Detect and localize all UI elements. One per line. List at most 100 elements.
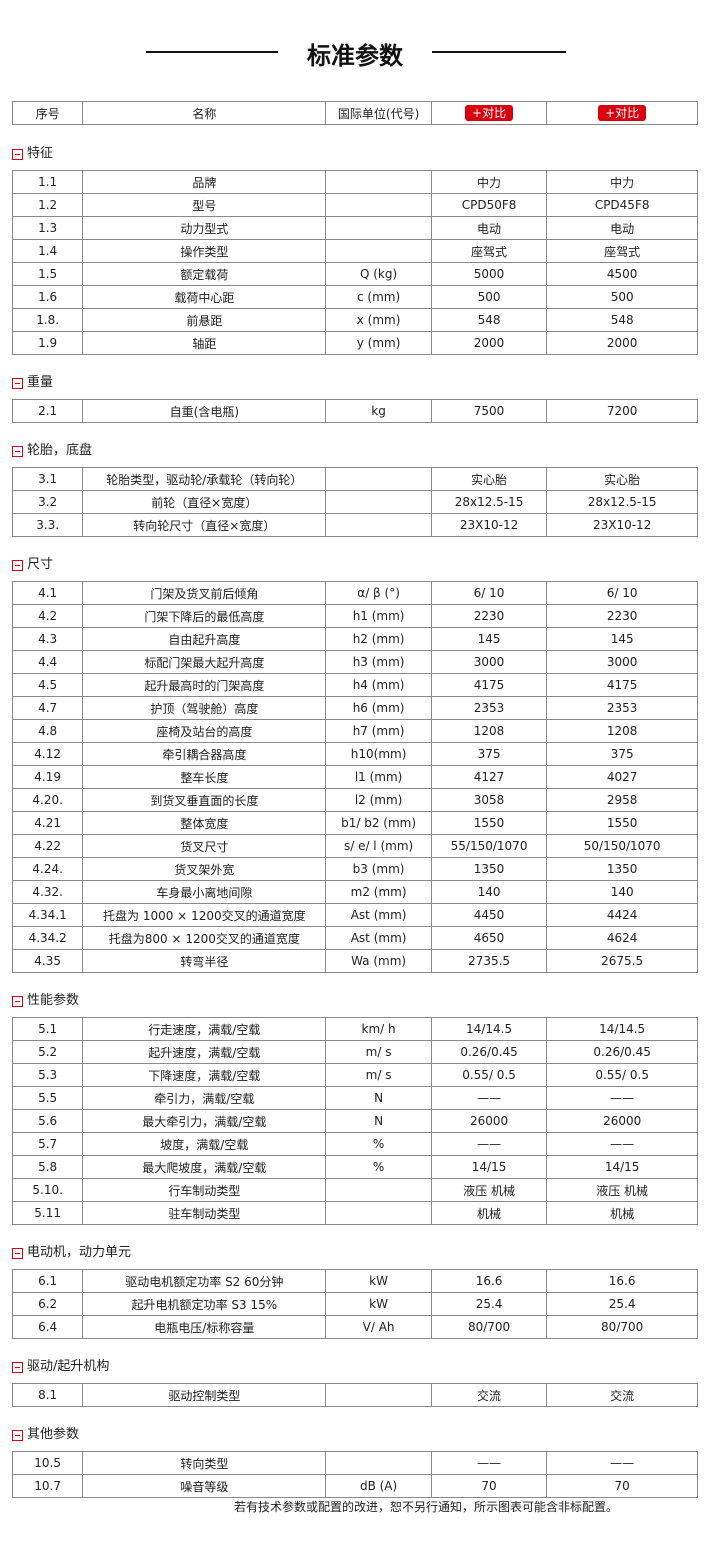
spec-value-1: 80/700 bbox=[430, 1315, 548, 1339]
spec-unit bbox=[325, 193, 432, 217]
section-title[interactable]: 性能参数 bbox=[12, 993, 698, 1009]
spec-no: 5.7 bbox=[11, 1132, 84, 1156]
spec-name: 转向轮尺寸（直径×宽度） bbox=[82, 513, 327, 537]
spec-value-1: 26000 bbox=[430, 1109, 548, 1133]
table-row: 3.2 前轮（直径×宽度） 28x12.5-15 28x12.5-15 bbox=[11, 490, 698, 514]
spec-value-2: 座驾式 bbox=[546, 239, 698, 263]
spec-table: 4.1 门架及货叉前后倾角 α/ β (°) 6/ 10 6/ 10 4.2 门架下降后的最… bbox=[11, 581, 698, 973]
spec-name: 电瓶电压/标称容量 bbox=[82, 1315, 327, 1339]
section-title[interactable]: 尺寸 bbox=[12, 557, 698, 573]
spec-no: 2.1 bbox=[11, 399, 84, 423]
spec-value-2: 500 bbox=[546, 285, 698, 309]
table-row: 1.8. 前悬距 x (mm) 548 548 bbox=[11, 308, 698, 332]
spec-value-1: 548 bbox=[430, 308, 548, 332]
spec-no: 5.1 bbox=[11, 1017, 84, 1041]
table-row: 4.19 整车长度 l1 (mm) 4127 4027 bbox=[11, 765, 698, 789]
spec-unit bbox=[325, 1201, 432, 1225]
section-title[interactable]: 重量 bbox=[12, 375, 698, 391]
spec-unit: kW bbox=[325, 1292, 432, 1316]
spec-value-2: 2230 bbox=[546, 604, 698, 628]
spec-unit: h10(mm) bbox=[325, 742, 432, 766]
table-row: 3.3. 转向轮尺寸（直径×宽度） 23X10-12 23X10-12 bbox=[11, 513, 698, 537]
spec-name: 起升最高时的门架高度 bbox=[82, 673, 327, 697]
section-title[interactable]: 驱动/起升机构 bbox=[12, 1359, 698, 1375]
table-row: 4.5 起升最高时的门架高度 h4 (mm) 4175 4175 bbox=[11, 673, 698, 697]
spec-name: 货叉架外宽 bbox=[82, 857, 327, 881]
spec-name: 最大牵引力，满载/空载 bbox=[82, 1109, 327, 1133]
header-name: 名称 bbox=[82, 101, 327, 125]
spec-no: 5.11 bbox=[11, 1201, 84, 1225]
collapse-minus-icon[interactable] bbox=[12, 445, 23, 457]
spec-no: 10.7 bbox=[11, 1474, 84, 1498]
spec-unit: N bbox=[325, 1109, 432, 1133]
spec-no: 1.1 bbox=[11, 170, 84, 194]
section-title[interactable]: 特征 bbox=[12, 146, 698, 162]
spec-name: 整车长度 bbox=[82, 765, 327, 789]
spec-table: 3.1 轮胎类型，驱动轮/承载轮（转向轮） 实心胎 实心胎 3.2 前轮（直径×宽度） 28… bbox=[11, 467, 698, 537]
spec-unit: km/ h bbox=[325, 1017, 432, 1041]
spec-unit: kW bbox=[325, 1269, 432, 1293]
header-compare-1-cell: +对比 bbox=[430, 101, 548, 125]
spec-name: 前轮（直径×宽度） bbox=[82, 490, 327, 514]
spec-value-2: 14/15 bbox=[546, 1155, 698, 1179]
spec-name: 轮胎类型，驱动轮/承载轮（转向轮） bbox=[82, 467, 327, 491]
spec-value-1: 70 bbox=[430, 1474, 548, 1498]
spec-table: 5.1 行走速度，满载/空载 km/ h 14/14.5 14/14.5 5.2 起升速度，… bbox=[11, 1017, 698, 1225]
spec-name: 护顶（驾驶舱）高度 bbox=[82, 696, 327, 720]
spec-unit bbox=[325, 467, 432, 491]
spec-no: 1.2 bbox=[11, 193, 84, 217]
spec-unit: b1/ b2 (mm) bbox=[325, 811, 432, 835]
spec-unit: m2 (mm) bbox=[325, 880, 432, 904]
spec-no: 4.34.2 bbox=[11, 926, 84, 950]
table-row: 6.1 驱动电机额定功率 S2 60分钟 kW 16.6 16.6 bbox=[11, 1269, 698, 1293]
compare-button-2[interactable]: +对比 bbox=[598, 105, 647, 121]
spec-unit: h4 (mm) bbox=[325, 673, 432, 697]
spec-no: 8.1 bbox=[11, 1383, 84, 1407]
spec-value-1: 5000 bbox=[430, 262, 548, 286]
collapse-minus-icon[interactable] bbox=[12, 1361, 23, 1373]
table-row: 5.6 最大牵引力，满载/空载 N 26000 26000 bbox=[11, 1109, 698, 1133]
spec-unit: x (mm) bbox=[325, 308, 432, 332]
spec-value-2: 26000 bbox=[546, 1109, 698, 1133]
collapse-minus-icon[interactable] bbox=[12, 1247, 23, 1259]
spec-no: 4.20. bbox=[11, 788, 84, 812]
spec-value-2: 2958 bbox=[546, 788, 698, 812]
spec-no: 4.2 bbox=[11, 604, 84, 628]
section-title-text: 重量 bbox=[27, 375, 54, 390]
collapse-minus-icon[interactable] bbox=[12, 377, 23, 389]
spec-value-2: 1350 bbox=[546, 857, 698, 881]
table-row: 4.20. 到货叉垂直面的长度 l2 (mm) 3058 2958 bbox=[11, 788, 698, 812]
spec-name: 驱动控制类型 bbox=[82, 1383, 327, 1407]
section-title-text: 特征 bbox=[27, 146, 54, 161]
spec-value-1: 中力 bbox=[430, 170, 548, 194]
table-row: 4.24. 货叉架外宽 b3 (mm) 1350 1350 bbox=[11, 857, 698, 881]
compare-button-1[interactable]: +对比 bbox=[465, 105, 514, 121]
spec-name: 型号 bbox=[82, 193, 327, 217]
section-title[interactable]: 电动机，动力单元 bbox=[12, 1245, 698, 1261]
spec-name: 门架及货叉前后倾角 bbox=[82, 581, 327, 605]
section-title-text: 尺寸 bbox=[27, 557, 54, 572]
spec-no: 6.4 bbox=[11, 1315, 84, 1339]
collapse-minus-icon[interactable] bbox=[12, 1429, 23, 1441]
collapse-minus-icon[interactable] bbox=[12, 995, 23, 1007]
spec-value-2: —— bbox=[546, 1451, 698, 1475]
collapse-minus-icon[interactable] bbox=[12, 559, 23, 571]
spec-value-1: 2000 bbox=[430, 331, 548, 355]
spec-value-2: 4175 bbox=[546, 673, 698, 697]
spec-name: 托盘为800 × 1200交叉的通道宽度 bbox=[82, 926, 327, 950]
spec-unit: Wa (mm) bbox=[325, 949, 432, 973]
spec-name: 轴距 bbox=[82, 331, 327, 355]
table-row: 2.1 自重(含电瓶) kg 7500 7200 bbox=[11, 399, 698, 423]
spec-value-2: 2000 bbox=[546, 331, 698, 355]
spec-value-1: 1350 bbox=[430, 857, 548, 881]
spec-value-1: 电动 bbox=[430, 216, 548, 240]
spec-no: 4.22 bbox=[11, 834, 84, 858]
spec-value-2: 4424 bbox=[546, 903, 698, 927]
spec-no: 4.5 bbox=[11, 673, 84, 697]
section-title[interactable]: 轮胎，底盘 bbox=[12, 443, 698, 459]
spec-unit bbox=[325, 513, 432, 537]
collapse-minus-icon[interactable] bbox=[12, 148, 23, 160]
spec-name: 载荷中心距 bbox=[82, 285, 327, 309]
spec-name: 整体宽度 bbox=[82, 811, 327, 835]
section-title[interactable]: 其他参数 bbox=[12, 1427, 698, 1443]
